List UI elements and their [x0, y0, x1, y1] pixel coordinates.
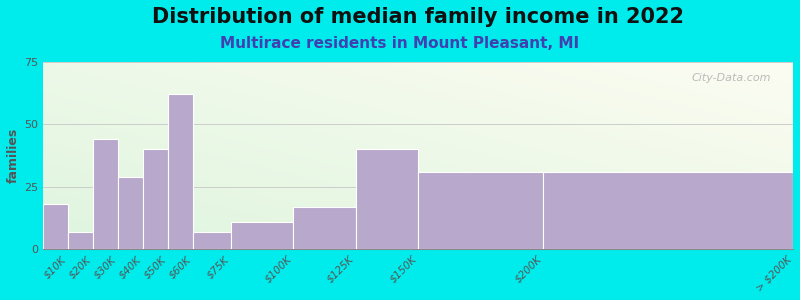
- Bar: [230, 222, 293, 249]
- Bar: [543, 172, 793, 249]
- Text: Multirace residents in Mount Pleasant, MI: Multirace residents in Mount Pleasant, M…: [221, 36, 579, 51]
- Bar: [93, 139, 118, 249]
- Bar: [355, 149, 418, 249]
- Bar: [68, 232, 93, 249]
- Bar: [193, 232, 230, 249]
- Bar: [43, 204, 68, 249]
- Y-axis label: families: families: [7, 128, 20, 183]
- Bar: [118, 177, 143, 249]
- Bar: [418, 172, 543, 249]
- Title: Distribution of median family income in 2022: Distribution of median family income in …: [152, 7, 684, 27]
- Bar: [143, 149, 168, 249]
- Bar: [293, 207, 355, 249]
- Text: City-Data.com: City-Data.com: [691, 73, 770, 83]
- Bar: [168, 94, 193, 249]
